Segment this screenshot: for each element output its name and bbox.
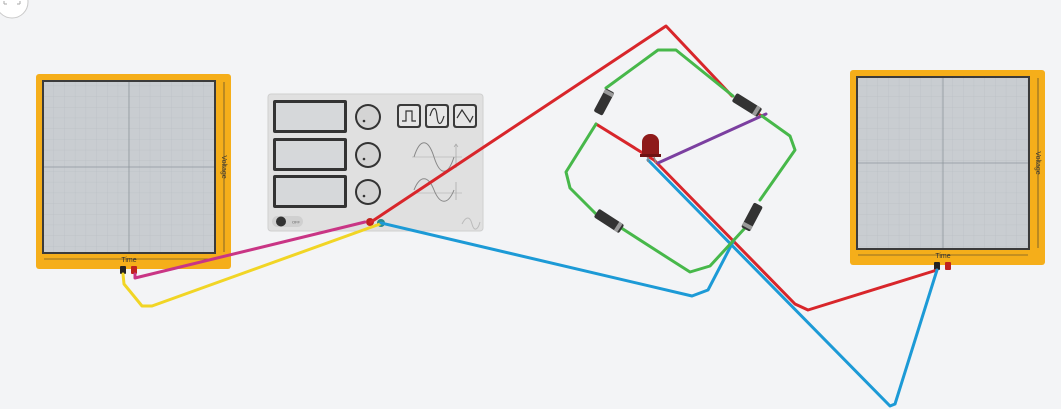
oscilloscope-right-probe-pos[interactable]	[945, 262, 951, 270]
wire-purple[interactable]	[656, 112, 768, 165]
sine-wave-icon	[429, 107, 445, 125]
wire-green-bridge[interactable]	[564, 48, 797, 274]
dc-offset-knob[interactable]	[355, 179, 381, 205]
function-generator[interactable]: OFF	[267, 93, 484, 232]
oscilloscope-left-probe-pos[interactable]	[131, 266, 137, 274]
diode-top-right[interactable]	[732, 93, 763, 117]
triangle-wave-icon	[456, 108, 474, 124]
amplitude-knob[interactable]	[355, 142, 381, 168]
wire-yellow[interactable]	[121, 222, 382, 308]
diode-bottom-right[interactable]	[741, 202, 763, 232]
sine-wave-button[interactable]	[425, 104, 449, 128]
diode-bottom-left[interactable]	[594, 209, 625, 234]
wire-magenta[interactable]	[133, 220, 367, 280]
dc-offset-diagram	[412, 178, 462, 202]
diode-top-left[interactable]	[593, 88, 615, 116]
wire-blue[interactable]	[379, 221, 736, 298]
oscilloscope-left-x-label: Time	[121, 257, 136, 264]
led[interactable]	[640, 134, 661, 164]
oscilloscope-right[interactable]: Time Voltage	[850, 70, 1045, 270]
triangle-wave-button[interactable]	[453, 104, 477, 128]
square-wave-button[interactable]	[397, 104, 421, 128]
power-toggle-label: OFF	[292, 220, 301, 225]
wire-red-2[interactable]	[594, 122, 939, 312]
oscilloscope-left[interactable]: Time Voltage	[36, 74, 231, 274]
wire-blue-2[interactable]	[646, 158, 939, 408]
logo-icon	[461, 217, 481, 230]
amplitude-diagram	[412, 142, 462, 172]
oscilloscope-right-probe-neg[interactable]	[934, 262, 940, 270]
power-toggle[interactable]: OFF	[272, 216, 303, 227]
square-wave-icon	[402, 110, 416, 122]
oscilloscope-left-probe-neg[interactable]	[120, 266, 126, 274]
oscilloscope-left-y-label: Voltage	[220, 155, 227, 178]
oscilloscope-right-x-label: Time	[935, 253, 950, 260]
frequency-knob[interactable]	[355, 104, 381, 130]
zoom-fit-icon[interactable]	[0, 0, 29, 19]
oscilloscope-right-y-label: Voltage	[1034, 151, 1041, 174]
